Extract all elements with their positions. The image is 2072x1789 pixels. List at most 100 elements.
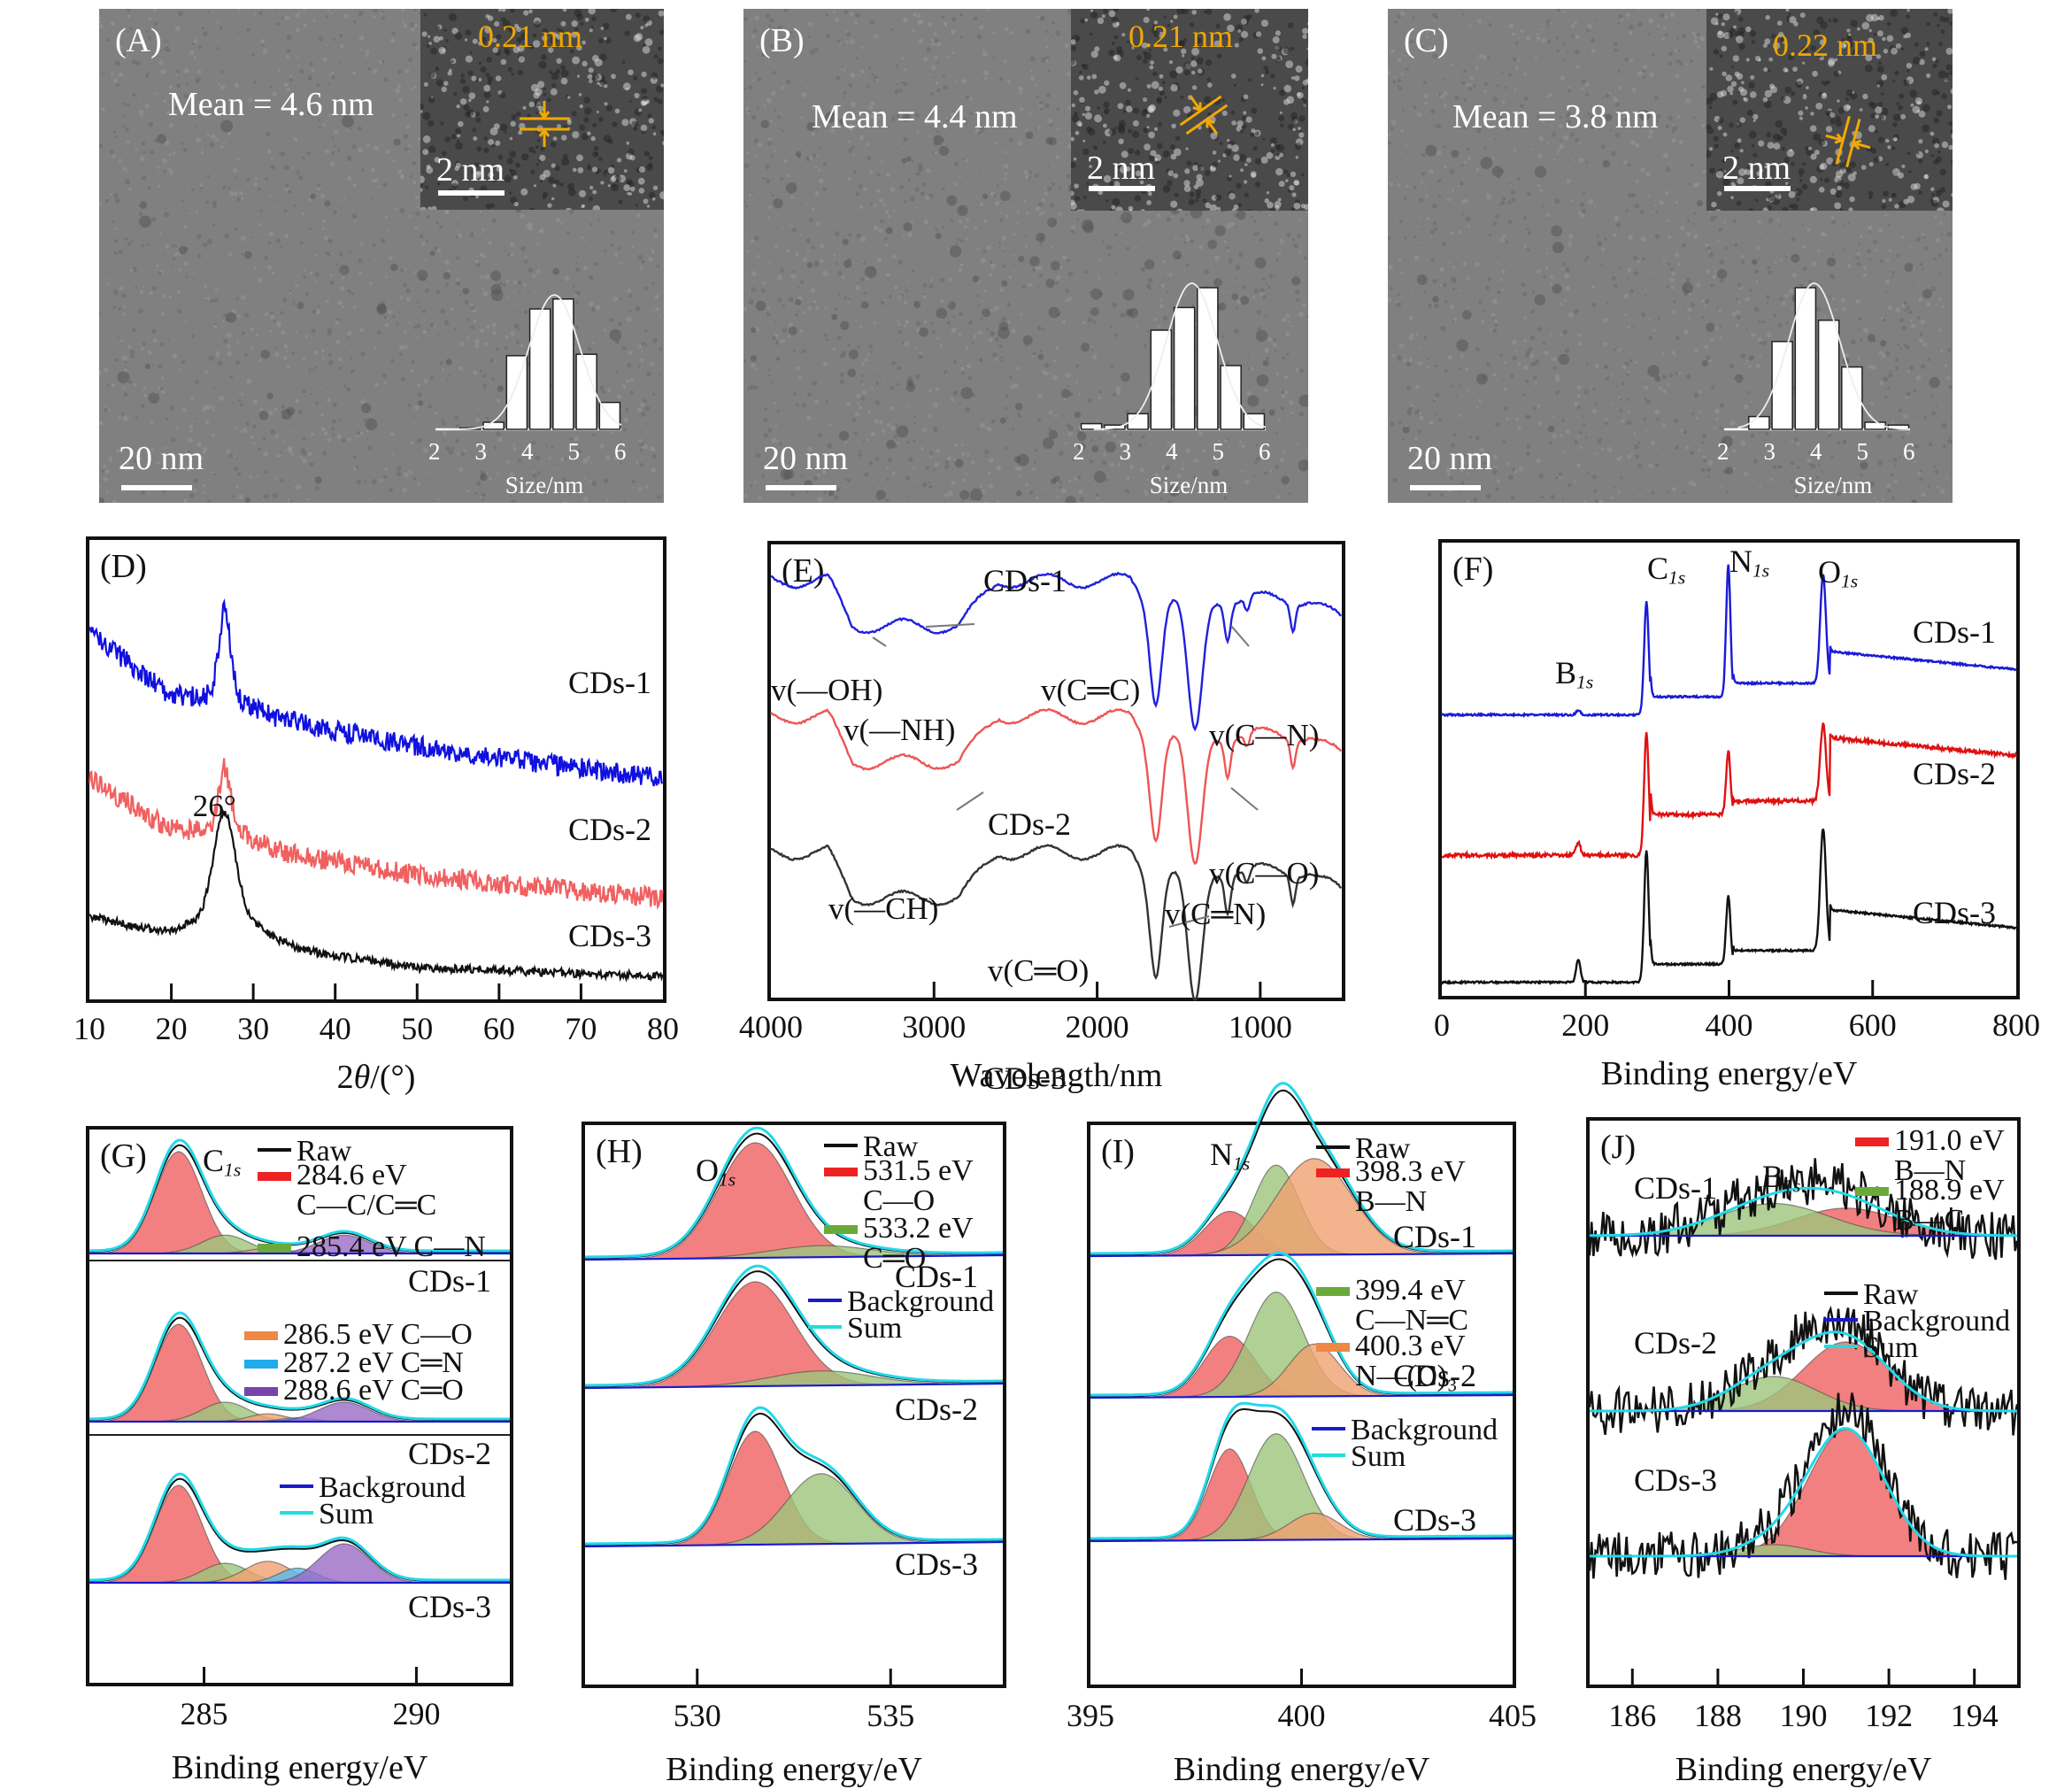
lattice-grain xyxy=(1252,108,1258,114)
lattice-grain xyxy=(582,204,585,207)
carbon-dot xyxy=(1054,476,1060,482)
tem-grain xyxy=(296,484,301,490)
tem-grain xyxy=(263,436,266,439)
tem-grain xyxy=(770,155,773,158)
lattice-grain xyxy=(660,130,664,135)
tem-grain xyxy=(284,165,289,170)
tem-grain xyxy=(750,19,751,20)
tem-grain xyxy=(333,211,337,215)
tem-grain xyxy=(1224,241,1227,243)
lattice-grain xyxy=(1113,55,1121,62)
tem-grain xyxy=(1026,212,1028,214)
tem-grain xyxy=(264,256,268,260)
carbon-dot xyxy=(1051,261,1060,271)
tem-grain xyxy=(1257,232,1259,235)
tem-grain xyxy=(99,486,101,488)
lattice-grain xyxy=(1181,96,1184,99)
tem-grain xyxy=(1523,394,1526,397)
tem-grain xyxy=(961,79,967,84)
tem-grain xyxy=(659,374,661,376)
lattice-grain xyxy=(1136,77,1138,80)
tem-grain xyxy=(397,322,399,325)
tem-grain xyxy=(800,116,804,120)
tem-grain xyxy=(220,145,223,148)
tem-grain xyxy=(444,210,449,214)
tem-grain xyxy=(999,77,1004,81)
tem-grain xyxy=(332,434,335,436)
tem-grain xyxy=(207,239,212,244)
tem-grain xyxy=(330,274,333,276)
tem-grain xyxy=(757,106,759,109)
tem-grain xyxy=(814,260,819,265)
tem-grain xyxy=(282,152,284,154)
lattice-grain xyxy=(1231,120,1236,126)
tem-grain xyxy=(331,75,335,79)
tem-grain xyxy=(989,483,994,489)
tem-grain xyxy=(397,85,401,89)
tem-grain xyxy=(1863,266,1867,269)
tem-grain xyxy=(893,435,897,438)
tem-grain xyxy=(1629,25,1634,30)
tem-grain xyxy=(828,223,829,225)
tem-grain xyxy=(1586,161,1589,164)
tem-grain xyxy=(337,300,342,305)
tem-grain xyxy=(127,140,130,143)
lattice-grain xyxy=(1276,55,1281,59)
tem-grain xyxy=(418,482,420,485)
tem-grain xyxy=(276,200,278,202)
tem-grain xyxy=(1856,262,1860,266)
tem-grain xyxy=(1706,467,1711,472)
lattice-grain xyxy=(1128,89,1131,92)
tem-grain xyxy=(150,291,153,295)
lattice-grain xyxy=(608,167,615,174)
tem-grain xyxy=(358,258,362,263)
lattice-grain xyxy=(1108,50,1114,56)
tem-grain xyxy=(928,389,932,392)
tem-grain xyxy=(258,188,261,191)
tem-grain xyxy=(766,179,770,183)
lattice-grain xyxy=(641,88,647,94)
tem-grain xyxy=(115,198,119,203)
tem-grain xyxy=(1614,284,1618,289)
tem-grain xyxy=(141,244,144,248)
lattice-grain xyxy=(1173,174,1178,179)
tem-grain xyxy=(745,204,748,207)
tem-grain xyxy=(776,227,778,228)
tem-grain xyxy=(1051,182,1055,186)
tem-grain xyxy=(932,330,936,335)
tem-grain xyxy=(857,402,859,405)
tem-grain xyxy=(800,234,802,235)
tem-grain xyxy=(267,266,272,270)
lattice-grain xyxy=(1150,60,1154,65)
tem-grain xyxy=(884,237,887,240)
tem-grain xyxy=(824,334,828,337)
lattice-grain xyxy=(626,88,628,90)
tem-grain xyxy=(1291,238,1295,242)
tem-grain xyxy=(815,166,818,168)
tem-grain xyxy=(993,57,995,58)
carbon-dot xyxy=(906,157,912,162)
tem-grain xyxy=(897,295,902,299)
tem-grain xyxy=(1675,336,1680,341)
tem-grain xyxy=(406,297,411,302)
tem-grain xyxy=(287,447,292,452)
lattice-grain xyxy=(1283,47,1290,54)
histogram-xlabel: Size/nm xyxy=(1150,472,1229,499)
tem-grain xyxy=(961,444,964,447)
tem-grain xyxy=(280,311,283,314)
tem-grain xyxy=(790,225,793,227)
tem-grain xyxy=(922,482,928,488)
tem-grain xyxy=(227,344,231,348)
tem-grain xyxy=(878,228,882,233)
tem-grain xyxy=(399,98,403,102)
histogram-tick-label: 3 xyxy=(1120,438,1132,466)
tem-grain xyxy=(148,351,152,355)
lattice-grain xyxy=(1250,133,1254,137)
tem-grain xyxy=(1946,232,1952,237)
lattice-grain xyxy=(551,197,554,200)
tem-grain xyxy=(1415,112,1417,113)
tem-grain xyxy=(236,197,241,202)
tem-grain xyxy=(959,312,963,316)
tem-grain xyxy=(350,350,352,351)
